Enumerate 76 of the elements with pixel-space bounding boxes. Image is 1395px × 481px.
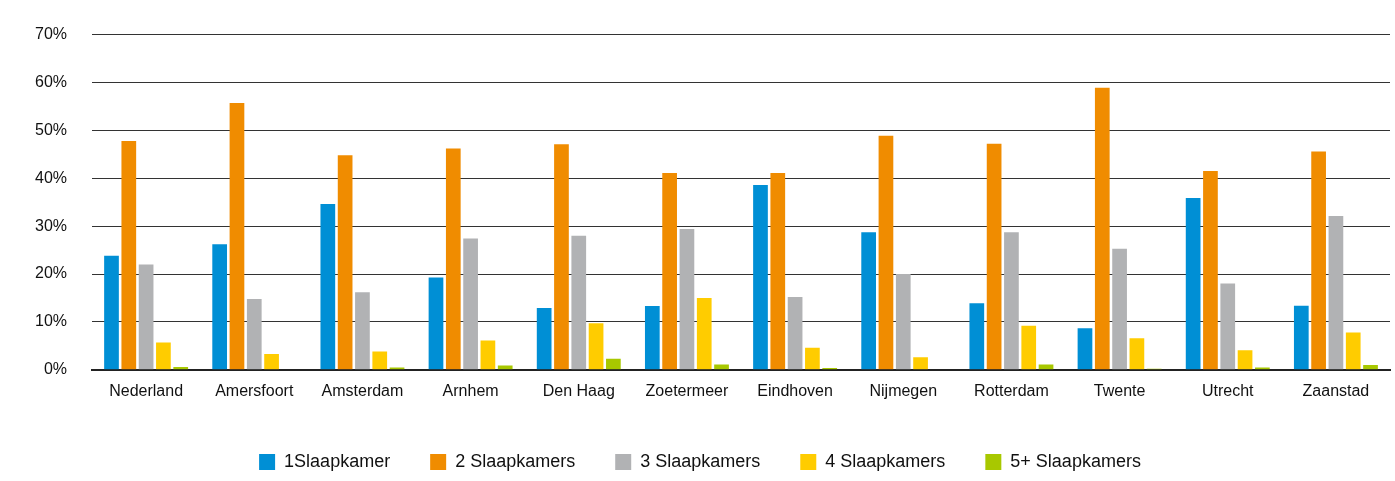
x-tick-label: Den Haag — [542, 381, 615, 399]
bar — [480, 340, 496, 370]
x-tick-label: Arnhem — [442, 381, 499, 399]
legend-label: 1Slaapkamer — [284, 450, 391, 471]
bar — [805, 347, 820, 370]
bar — [1077, 328, 1093, 370]
bar — [355, 292, 370, 370]
y-tick-label: 30% — [34, 216, 68, 234]
y-tick-label: 20% — [34, 264, 68, 282]
bar — [895, 274, 911, 370]
bar — [1112, 248, 1127, 370]
bar — [571, 235, 587, 370]
bar — [1345, 332, 1361, 370]
y-tick-label: 50% — [34, 120, 68, 138]
bar — [644, 306, 660, 370]
x-tick-label: Amersfoort — [215, 381, 294, 399]
bar — [229, 103, 245, 370]
bar — [104, 255, 119, 370]
bar — [264, 354, 279, 370]
bar — [861, 232, 876, 370]
bar — [138, 264, 154, 370]
bar — [1185, 197, 1201, 370]
bar — [1293, 305, 1309, 370]
bar — [1203, 171, 1218, 370]
bar — [696, 297, 712, 370]
x-tick-label: Zoetermeer — [645, 381, 729, 399]
x-tick-label: Zaanstad — [1302, 381, 1370, 399]
bar — [1363, 365, 1378, 370]
bar — [337, 155, 353, 370]
bar — [588, 323, 604, 370]
x-tick-label: Twente — [1093, 381, 1146, 399]
bar — [445, 148, 461, 370]
bar — [156, 342, 171, 370]
bar — [121, 140, 137, 370]
y-tick-label: 70% — [34, 25, 68, 43]
bar — [1311, 151, 1326, 370]
bar — [913, 357, 928, 370]
bar — [497, 365, 513, 370]
bar — [679, 229, 695, 370]
bar — [986, 143, 1002, 370]
bar — [770, 172, 786, 370]
legend-label: 3 Slaapkamers — [640, 450, 761, 471]
y-tick-label: 0% — [43, 360, 68, 378]
bar — [1220, 283, 1236, 370]
y-tick-label: 40% — [34, 168, 68, 186]
bar — [787, 297, 803, 370]
x-tick-label: Nederland — [109, 381, 184, 399]
bar — [554, 144, 569, 370]
bar — [606, 358, 621, 370]
y-tick-label: 10% — [34, 312, 68, 330]
legend-label: 2 Slaapkamers — [455, 450, 576, 471]
bar — [1004, 232, 1019, 370]
bar — [662, 172, 677, 370]
y-tick-label: 60% — [34, 72, 68, 90]
bar — [1237, 350, 1253, 370]
bar — [536, 308, 552, 370]
bar — [1094, 87, 1110, 370]
bar — [1021, 325, 1037, 370]
x-tick-label: Eindhoven — [757, 381, 833, 399]
bar — [372, 351, 388, 370]
bar — [753, 184, 768, 370]
legend-label: 4 Slaapkamers — [825, 450, 946, 471]
bar — [212, 244, 228, 370]
bar — [1129, 338, 1145, 370]
x-tick-label: Utrecht — [1201, 381, 1255, 399]
bar — [878, 135, 894, 370]
x-tick-label: Nijmegen — [869, 381, 938, 399]
legend-label: 5+ Slaapkamers — [1010, 450, 1141, 471]
bar — [1328, 216, 1344, 370]
bar — [463, 238, 478, 370]
x-tick-label: Amsterdam — [321, 381, 404, 399]
bar — [246, 298, 262, 370]
bar — [320, 204, 336, 370]
bar — [428, 277, 444, 370]
x-tick-label: Rotterdam — [974, 381, 1049, 399]
bar — [969, 303, 985, 370]
